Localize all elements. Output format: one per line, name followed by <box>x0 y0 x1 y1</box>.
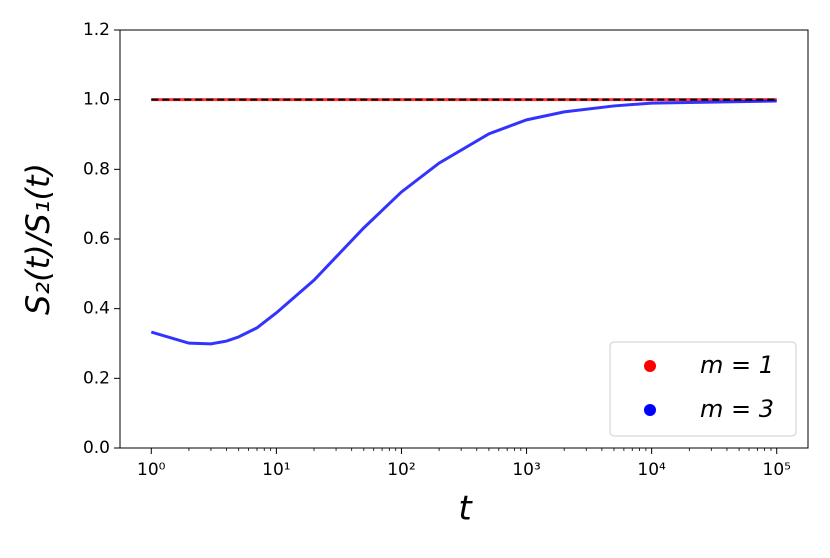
x-tick-label: 10⁴ <box>637 460 666 480</box>
legend-label: m = 1 <box>700 351 774 379</box>
legend-box <box>609 341 797 437</box>
plot-frame <box>119 29 809 449</box>
y-axis-label: S₂(t)/S₁(t) <box>19 163 57 315</box>
y-tick-label: 1.2 <box>83 20 110 40</box>
x-tick-label: 10³ <box>512 460 540 480</box>
y-tick-label: 0.8 <box>83 159 110 179</box>
y-tick-label: 0.6 <box>83 229 110 249</box>
x-tick-label: 10¹ <box>262 460 290 480</box>
x-tick-label: 10⁵ <box>763 460 791 480</box>
x-axis-label: t <box>458 489 473 529</box>
legend-label: m = 3 <box>700 395 774 423</box>
x-tick-label: 10⁰ <box>137 460 166 480</box>
legend-marker <box>644 360 656 372</box>
y-tick-label: 0.0 <box>83 438 110 458</box>
y-tick-label: 1.0 <box>83 90 110 110</box>
legend-marker <box>644 404 656 416</box>
y-tick-label: 0.4 <box>83 299 110 319</box>
y-tick-label: 0.2 <box>83 368 110 388</box>
series-line <box>150 99 777 346</box>
x-tick-label: 10² <box>387 460 415 480</box>
